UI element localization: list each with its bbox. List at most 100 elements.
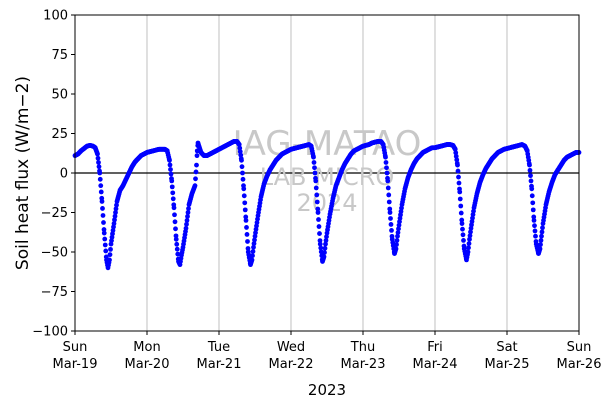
data-point [395, 230, 401, 235]
data-point [242, 200, 248, 206]
data-point [99, 199, 105, 204]
data-point [529, 186, 535, 192]
data-point [386, 192, 392, 198]
data-point [467, 236, 472, 242]
data-point [317, 241, 323, 247]
data-point [396, 226, 401, 232]
data-point [102, 242, 108, 248]
data-point [194, 153, 200, 159]
data-point [172, 212, 177, 218]
data-point [465, 249, 471, 255]
data-point [95, 151, 100, 157]
data-point [245, 246, 251, 251]
data-point [96, 164, 102, 170]
data-point [245, 239, 250, 244]
data-point [458, 210, 464, 216]
data-point [316, 217, 321, 222]
data-point [114, 202, 119, 208]
data-point [107, 252, 113, 258]
data-point [97, 176, 103, 182]
data-point [100, 206, 105, 211]
data-point [540, 225, 545, 231]
data-point [538, 242, 543, 248]
data-point [395, 233, 400, 239]
data-point [243, 214, 249, 220]
data-point [170, 196, 176, 202]
data-point [456, 174, 461, 180]
data-point [453, 150, 459, 156]
data-point [103, 248, 109, 254]
data-point [252, 237, 257, 243]
data-point [531, 214, 537, 220]
data-point [169, 184, 175, 190]
data-point [169, 178, 175, 184]
data-point [241, 193, 247, 199]
data-point [383, 160, 389, 165]
watermark-line-3: 2024 [296, 189, 357, 217]
data-point [101, 227, 107, 232]
data-point [459, 221, 465, 226]
data-point [323, 241, 328, 247]
data-point [528, 178, 534, 184]
data-point [394, 242, 399, 248]
y-axis-label: Soil heat flux (W/m−2) [13, 76, 33, 270]
data-point [173, 226, 178, 232]
data-point [458, 203, 464, 209]
x-tick-label-date: Mar-25 [485, 357, 530, 372]
data-point [312, 170, 318, 176]
data-point [175, 251, 181, 257]
data-point [173, 236, 179, 242]
data-point [323, 238, 329, 243]
x-tick-label-date: Mar-26 [557, 357, 602, 372]
data-point [388, 222, 394, 227]
y-tick-label: −75 [41, 285, 68, 300]
data-point [388, 216, 393, 221]
data-point [315, 210, 321, 215]
data-point [529, 193, 535, 199]
data-point [242, 207, 248, 213]
x-tick-label-day: Sat [496, 340, 517, 355]
data-point [101, 220, 106, 225]
data-point [250, 249, 256, 254]
x-axis-label: 2023 [308, 381, 346, 399]
data-point [249, 257, 255, 263]
data-point [317, 231, 322, 236]
data-point [468, 229, 473, 235]
y-tick-label: 0 [60, 167, 68, 182]
data-point [108, 246, 113, 252]
data-point [167, 157, 172, 163]
data-point [244, 232, 250, 237]
x-tick-label-day: Sun [567, 340, 592, 355]
data-point [167, 162, 173, 168]
data-point [240, 176, 246, 182]
data-point [193, 176, 198, 182]
data-point [112, 213, 118, 219]
data-point [313, 178, 319, 184]
data-point [454, 157, 460, 163]
data-point [96, 160, 101, 165]
data-point [387, 206, 393, 212]
data-point [97, 170, 103, 176]
data-point [168, 167, 173, 172]
data-points [72, 139, 582, 271]
data-point [532, 223, 537, 229]
x-tick-label-day: Tue [207, 340, 230, 355]
data-point [174, 241, 180, 247]
data-point [314, 199, 320, 205]
data-point [193, 169, 199, 175]
data-point [168, 171, 174, 177]
data-point [530, 200, 536, 206]
data-point [531, 218, 537, 223]
data-point [385, 185, 391, 191]
data-point [98, 189, 104, 195]
watermark-line-1: IAG-MATAO [233, 124, 422, 164]
data-point [385, 178, 391, 184]
data-point [113, 206, 119, 212]
data-point [383, 154, 388, 160]
data-point [466, 245, 471, 251]
data-point [192, 183, 198, 189]
data-point [184, 218, 190, 223]
data-point [466, 241, 472, 246]
data-point [95, 155, 101, 161]
data-point [460, 226, 465, 232]
